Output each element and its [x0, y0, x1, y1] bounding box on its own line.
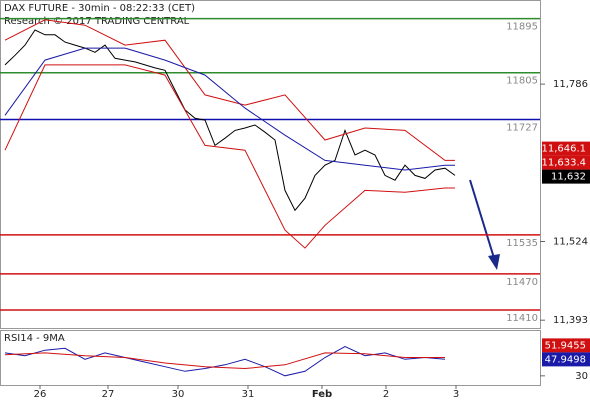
x-tick-label: 3: [453, 389, 459, 400]
main-panel-border: [0, 0, 541, 329]
series-line: [4, 64, 455, 249]
y-tick-label: 11,524: [553, 236, 588, 247]
price-tag: [542, 169, 590, 184]
arrow-shaft: [469, 179, 495, 259]
x-tick-label: 31: [242, 389, 255, 400]
chart-subtitle: Research © 2017 TRADING CENTRAL: [4, 16, 190, 27]
chart-title: DAX FUTURE - 30min - 08:22:33 (CET): [4, 3, 195, 14]
x-tick-label: 26: [34, 389, 47, 400]
price-tag: [542, 141, 590, 156]
rsi-panel-border: [0, 330, 541, 386]
series-line: [4, 47, 455, 171]
price-tag-label: 47.9498: [545, 354, 586, 365]
level-label: 11410: [506, 313, 538, 324]
level-label: 11470: [506, 277, 538, 288]
price-tag: [542, 338, 590, 353]
level-label: 11727: [506, 123, 538, 134]
price-tag: [542, 352, 590, 367]
series-line: [4, 19, 455, 161]
price-tag-label: 11,632: [551, 172, 586, 183]
series-line: [4, 352, 445, 370]
price-tag-label: 11,646.1: [541, 144, 586, 155]
rsi-title: RSI14 - 9MA: [4, 333, 65, 344]
series-line: [4, 29, 456, 212]
y-tick-label: 11,786: [553, 79, 588, 90]
x-tick-label: Feb: [312, 389, 332, 400]
y-tick-label: 11,393: [553, 315, 588, 326]
x-tick-label: 27: [102, 389, 115, 400]
price-tag-label: 51.9455: [545, 340, 586, 351]
price-tag: [542, 155, 590, 170]
x-tick-label: 30: [172, 389, 185, 400]
level-label: 11535: [506, 238, 538, 249]
x-tick-label: 2: [383, 389, 389, 400]
arrow-head: [488, 254, 500, 270]
y-tick-label: 30: [575, 371, 588, 382]
level-label: 11805: [506, 76, 538, 87]
level-label: 11895: [506, 22, 538, 33]
price-tag-label: 11,633.4: [541, 158, 586, 169]
